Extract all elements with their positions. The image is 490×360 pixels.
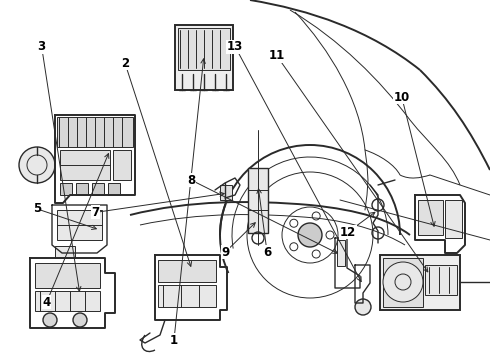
Bar [220,185,232,200]
Bar [60,183,72,195]
Bar [425,265,457,295]
Bar [76,183,88,195]
Bar [178,28,230,70]
Bar [60,150,110,180]
Text: 1: 1 [170,334,178,347]
Bar [57,117,133,147]
Bar [108,183,120,195]
Text: 2: 2 [121,57,129,69]
Circle shape [19,147,55,183]
Bar [337,240,345,266]
Bar [418,200,443,235]
Circle shape [73,313,87,327]
Bar [248,168,268,233]
Bar [55,246,75,258]
Text: 5: 5 [33,202,41,215]
Text: 9: 9 [221,246,229,258]
Bar [35,291,100,311]
Text: 7: 7 [92,206,99,219]
Text: 8: 8 [187,174,195,186]
Bar [158,260,216,282]
Circle shape [43,313,57,327]
Text: 13: 13 [227,40,244,53]
Text: 10: 10 [393,91,410,104]
Bar [383,258,423,307]
Circle shape [298,223,322,247]
Circle shape [383,262,423,302]
Text: 6: 6 [263,246,271,258]
Bar [175,25,233,90]
Text: 3: 3 [38,40,46,53]
Text: 12: 12 [340,226,356,239]
Bar [445,200,462,238]
Bar [57,210,102,240]
Bar [113,150,131,180]
Bar [92,183,104,195]
Bar [380,255,460,310]
Circle shape [355,299,371,315]
Text: 11: 11 [269,49,285,62]
Text: 4: 4 [43,296,50,309]
Bar [158,285,216,307]
Bar [35,263,100,288]
